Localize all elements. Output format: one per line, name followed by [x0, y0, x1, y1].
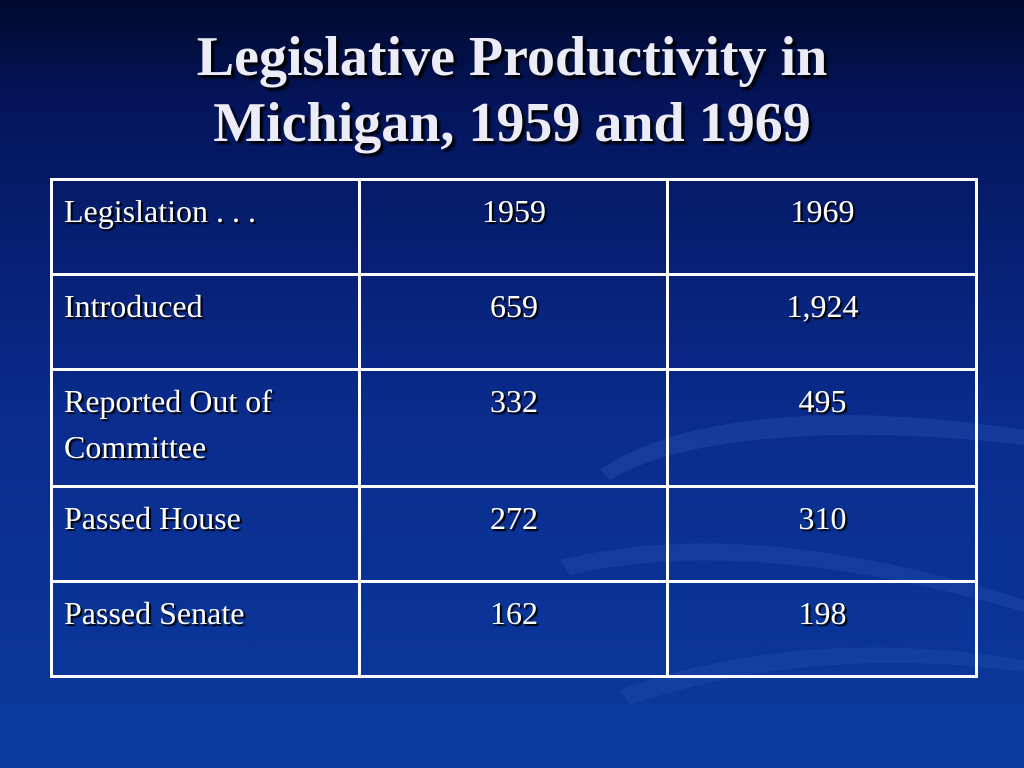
legislation-table: Legislation . . . 1959 1969 Introduced 6…: [50, 178, 978, 678]
value-1969: 1,924: [666, 273, 978, 371]
slide-title-line-2: Michigan, 1959 and 1969: [213, 92, 811, 154]
slide-title-line-1: Legislative Productivity in: [196, 26, 828, 88]
value-1959: 162: [358, 580, 669, 678]
header-legislation: Legislation . . .: [50, 178, 361, 276]
value-1959: 659: [358, 273, 669, 371]
table-row: Reported Out of Committee 332 495: [50, 368, 978, 488]
row-label: Introduced: [50, 273, 361, 371]
row-label: Passed House: [50, 485, 361, 583]
value-1969: 495: [666, 368, 978, 488]
slide-title: Legislative Productivity in Michigan, 19…: [0, 24, 1024, 156]
value-1969: 310: [666, 485, 978, 583]
row-label: Passed Senate: [50, 580, 361, 678]
table-row: Passed House 272 310: [50, 485, 978, 583]
value-1969: 198: [666, 580, 978, 678]
table-row: Passed Senate 162 198: [50, 580, 978, 678]
header-1969: 1969: [666, 178, 978, 276]
table-row: Introduced 659 1,924: [50, 273, 978, 371]
header-1959: 1959: [358, 178, 669, 276]
value-1959: 332: [358, 368, 669, 488]
table-header-row: Legislation . . . 1959 1969: [50, 178, 978, 276]
value-1959: 272: [358, 485, 669, 583]
row-label: Reported Out of Committee: [50, 368, 361, 488]
